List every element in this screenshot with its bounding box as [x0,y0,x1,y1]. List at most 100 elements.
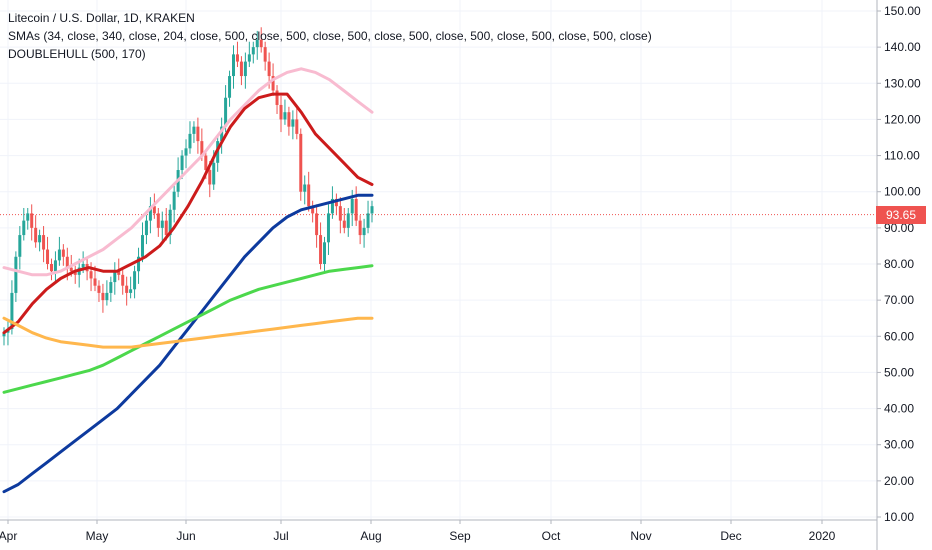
candle-body [224,97,228,127]
candle-body [204,155,208,171]
sma-legend: SMAs (34, close, 340, close, 204, close,… [8,29,652,43]
x-tick-label: Nov [630,529,651,543]
candle-body [164,220,168,236]
candle-body [251,47,255,55]
grid [0,0,877,520]
candle-body [168,209,172,236]
candle-body [93,278,97,286]
candle-body [73,271,77,275]
candle-body [137,256,141,272]
candle-body [81,264,85,268]
candle-body [326,213,330,243]
candle-body [275,90,279,105]
candle-body [140,235,144,257]
candle-body [350,198,354,214]
candle-body [212,162,216,185]
candle-body [42,235,46,250]
candle-body [129,289,133,293]
candle-body [315,213,319,236]
candle-body [295,119,299,134]
candle-body [148,206,152,221]
candle-body [61,249,65,257]
y-tick-label: 150.00 [884,4,921,18]
candle-body [287,112,291,127]
candle-body [342,220,346,228]
x-tick-label: May [86,529,109,543]
candle-body [259,39,263,48]
candle-body [303,184,307,192]
y-tick-label: 90.00 [884,221,914,235]
candle-body [291,119,295,127]
y-tick-label: 70.00 [884,293,914,307]
candle-body [125,285,129,293]
series-line [2,67,374,277]
candle-body [121,274,125,286]
candle-body [152,206,156,214]
candle-body [255,39,259,48]
candle-body [144,220,148,236]
candle-body [366,213,370,228]
candle-body [105,292,109,301]
candle-body [235,54,239,62]
doublehull-legend: DOUBLEHULL (500, 170) [8,47,146,61]
candle-body [156,213,160,228]
candle-body [113,271,117,283]
candle-body [57,249,61,261]
candle-body [38,235,42,243]
candle-body [196,126,200,142]
candle-body [263,47,267,62]
candle-body [180,155,184,171]
candle-body [330,198,334,214]
candle-body [69,267,73,272]
candle-body [220,126,224,142]
series-line [2,316,374,349]
y-tick-label: 120.00 [884,112,921,126]
candle-body [323,242,327,264]
candle-body [200,141,204,156]
candles [2,27,374,346]
candle-body [362,227,366,236]
chart-title: Litecoin / U.S. Dollar, 1D, KRAKEN [8,11,195,25]
candle-body [133,271,137,290]
y-tick-label: 10.00 [884,510,914,524]
current-price-label: 93.65 [876,206,926,224]
candle-body [338,206,342,221]
candle-body [26,213,30,221]
candle-body [34,227,38,243]
candle-body [299,133,303,192]
y-tick-label: 30.00 [884,438,914,452]
x-tick-label: Aug [360,529,381,543]
series-line [2,92,374,335]
candle-body [109,282,113,293]
x-tick-label: Jul [273,529,288,543]
candle-body [271,76,275,91]
candle-body [2,332,6,337]
candle-body [97,285,101,293]
candle-body [46,249,50,264]
candle-body [49,264,53,272]
candle-body [239,61,243,77]
y-tick-label: 130.00 [884,76,921,90]
candle-body [307,184,311,207]
candle-body [160,220,164,228]
y-tick-label: 50.00 [884,365,914,379]
y-tick-label: 40.00 [884,402,914,416]
y-tick-label: 60.00 [884,329,914,343]
indicator-lines [2,67,374,494]
legend: Litecoin / U.S. Dollar, 1D, KRAKEN SMAs … [8,9,652,63]
y-tick-label: 20.00 [884,474,914,488]
candle-body [22,220,26,236]
candle-body [172,191,176,210]
candle-body [358,220,362,236]
candle-body [30,213,34,228]
x-tick-label: Jun [176,529,195,543]
candle-body [208,170,212,185]
candle-body [319,235,323,264]
x-tick-label: Oct [542,529,561,543]
x-tick-label: Dec [720,529,741,543]
candle-body [14,256,18,293]
candle-body [247,54,251,62]
candle-body [334,198,338,207]
